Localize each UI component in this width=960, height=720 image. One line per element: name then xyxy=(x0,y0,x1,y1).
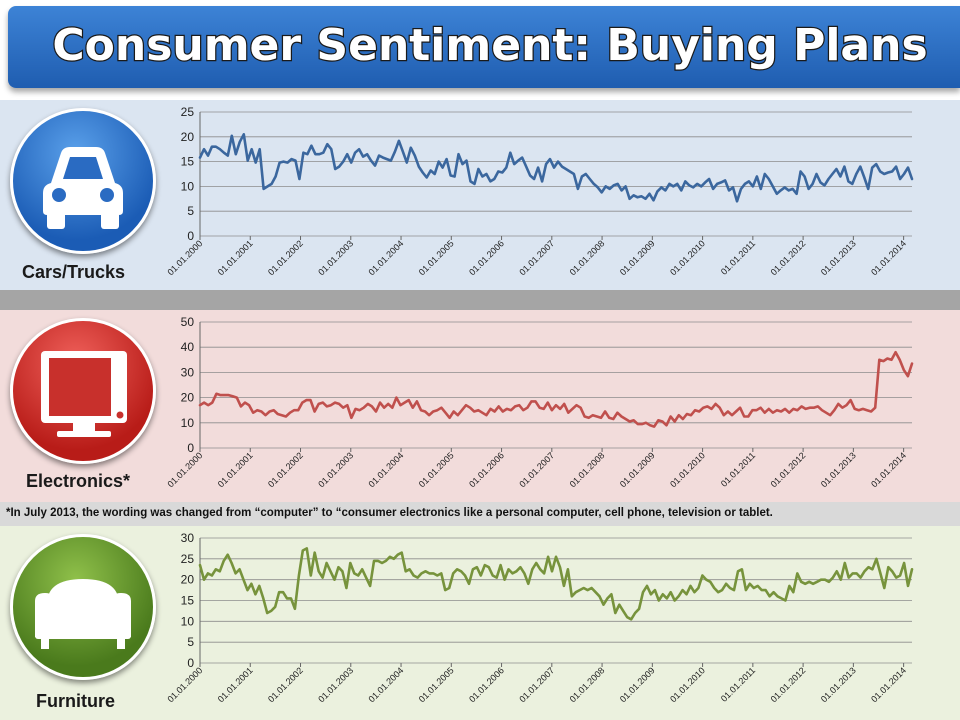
x-tick-label: 01.01.2011 xyxy=(719,238,757,276)
footnote-band: *In July 2013, the wording was changed f… xyxy=(0,502,960,526)
y-tick-label: 5 xyxy=(187,204,194,218)
y-tick-label: 25 xyxy=(181,552,195,566)
panel-separator xyxy=(0,290,960,310)
monitor-icon xyxy=(10,318,156,464)
electronics-label: Electronics* xyxy=(26,471,131,491)
x-tick-label: 01.01.2002 xyxy=(266,665,305,704)
y-tick-label: 0 xyxy=(187,441,194,455)
x-tick-label: 01.01.2000 xyxy=(165,238,204,277)
y-tick-label: 50 xyxy=(181,315,195,329)
x-tick-label: 01.01.2006 xyxy=(467,665,506,704)
x-tick-label: 01.01.2012 xyxy=(769,665,808,704)
x-tick-label: 01.01.2004 xyxy=(367,238,406,277)
x-tick-label: 01.01.2003 xyxy=(316,665,355,704)
sofa-icon xyxy=(10,534,156,680)
x-tick-label: 01.01.2014 xyxy=(869,450,908,489)
y-tick-label: 25 xyxy=(181,105,195,119)
footnote-text: *In July 2013, the wording was changed f… xyxy=(6,507,773,519)
x-tick-label: 01.01.2004 xyxy=(367,450,406,489)
electronics-chart: 0 10 20 30 40 50 01.01.2000 01.01.2001 01.01.200… xyxy=(165,315,914,489)
x-tick-label: 01.01.2012 xyxy=(769,450,808,489)
title-banner xyxy=(8,6,960,88)
x-tick-label: 01.01.2013 xyxy=(819,665,858,704)
panel-electronics xyxy=(0,310,960,502)
y-tick-label: 5 xyxy=(187,635,194,649)
y-tick-label: 20 xyxy=(181,130,195,144)
x-tick-label: 01.01.2005 xyxy=(417,238,456,277)
furniture-label: Furniture xyxy=(36,691,115,711)
x-tick-label: 01.01.2014 xyxy=(869,665,908,704)
x-tick-label: 01.01.2009 xyxy=(618,665,657,704)
x-tick-label: 01.01.2010 xyxy=(668,450,707,489)
x-tick-label: 01.01.2006 xyxy=(467,238,506,277)
x-tick-label: 01.01.2014 xyxy=(869,238,908,277)
x-tick-label: 01.01.2008 xyxy=(568,238,607,277)
y-tick-label: 15 xyxy=(181,155,195,169)
y-tick-label: 30 xyxy=(181,365,195,379)
y-tick-label: 30 xyxy=(181,531,195,545)
x-tick-label: 01.01.2009 xyxy=(618,238,657,277)
y-tick-label: 10 xyxy=(181,416,195,430)
x-tick-label: 01.01.2004 xyxy=(367,665,406,704)
x-tick-label: 01.01.2005 xyxy=(417,665,456,704)
x-tick-label: 01.01.2001 xyxy=(216,238,255,277)
x-tick-label: 01.01.2006 xyxy=(467,450,506,489)
y-tick-label: 20 xyxy=(181,391,195,405)
y-tick-label: 0 xyxy=(187,229,194,243)
x-tick-label: 01.01.2011 xyxy=(719,450,757,488)
x-tick-label: 01.01.2013 xyxy=(819,238,858,277)
series-line xyxy=(198,547,914,621)
car-icon xyxy=(10,108,156,254)
x-tick-label: 01.01.2013 xyxy=(819,450,858,489)
y-tick-label: 10 xyxy=(181,614,195,628)
x-tick-label: 01.01.2008 xyxy=(568,665,607,704)
x-tick-label: 01.01.2002 xyxy=(266,238,305,277)
x-tick-label: 01.01.2001 xyxy=(216,665,255,704)
x-tick-label: 01.01.2010 xyxy=(668,665,707,704)
x-tick-label: 01.01.2011 xyxy=(719,665,757,703)
y-tick-label: 40 xyxy=(181,340,195,354)
furniture-chart: 0 5 10 15 20 25 30 01.01.2000 01.01.2001 01.01.20… xyxy=(165,531,914,704)
panel-furniture xyxy=(0,526,960,720)
x-tick-label: 01.01.2002 xyxy=(266,450,305,489)
y-tick-label: 10 xyxy=(181,179,195,193)
x-tick-label: 01.01.2008 xyxy=(568,450,607,489)
panel-cars xyxy=(0,100,960,290)
page-title: Consumer Sentiment: Buying Plans xyxy=(51,19,929,73)
cars-trucks-label: Cars/Trucks xyxy=(22,262,126,282)
x-tick-label: 01.01.2003 xyxy=(316,450,355,489)
series-line xyxy=(198,350,914,428)
x-tick-label: 01.01.2007 xyxy=(517,665,556,704)
x-tick-label: 01.01.2005 xyxy=(417,450,456,489)
x-tick-label: 01.01.2010 xyxy=(668,238,707,277)
title-band: Consumer Sentiment: Buying Plans xyxy=(0,0,960,100)
x-tick-label: 01.01.2007 xyxy=(517,450,556,489)
x-tick-label: 01.01.2003 xyxy=(316,238,355,277)
y-tick-label: 20 xyxy=(181,573,195,587)
x-tick-label: 01.01.2012 xyxy=(769,238,808,277)
x-tick-label: 01.01.2009 xyxy=(618,450,657,489)
series-line xyxy=(198,132,914,203)
cars-trucks-chart: 0 5 10 15 20 25 01.01.2000 01.01.2001 01.01.2002… xyxy=(165,105,914,277)
x-tick-label: 01.01.2000 xyxy=(165,450,204,489)
y-tick-label: 0 xyxy=(187,656,194,670)
x-tick-label: 01.01.2007 xyxy=(517,238,556,277)
x-tick-label: 01.01.2001 xyxy=(216,450,255,489)
x-tick-label: 01.01.2000 xyxy=(165,665,204,704)
y-tick-label: 15 xyxy=(181,594,195,608)
